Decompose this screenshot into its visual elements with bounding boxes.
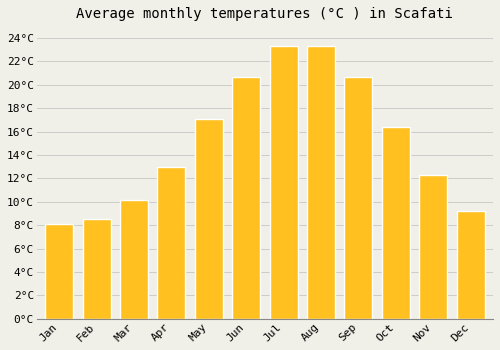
Bar xyxy=(232,77,260,319)
Bar xyxy=(82,219,110,319)
Bar xyxy=(158,167,186,319)
Bar xyxy=(456,211,484,319)
Bar xyxy=(195,119,223,319)
Bar xyxy=(307,46,335,319)
Title: Average monthly temperatures (°C ) in Scafati: Average monthly temperatures (°C ) in Sc… xyxy=(76,7,454,21)
Bar xyxy=(382,127,410,319)
Bar xyxy=(270,46,297,319)
Bar xyxy=(45,224,73,319)
Bar xyxy=(419,175,447,319)
Bar xyxy=(344,77,372,319)
Bar xyxy=(120,199,148,319)
